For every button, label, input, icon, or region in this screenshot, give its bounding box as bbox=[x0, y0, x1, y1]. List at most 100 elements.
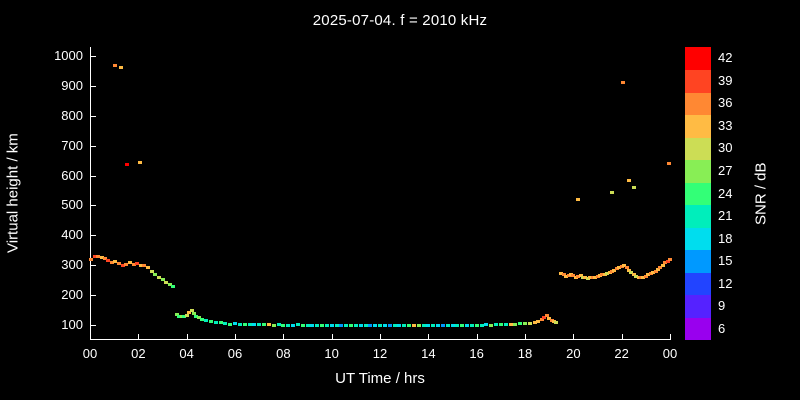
data-point bbox=[617, 266, 622, 270]
x-tick-label: 08 bbox=[276, 346, 291, 361]
data-point bbox=[607, 270, 612, 274]
data-point bbox=[639, 276, 643, 280]
data-point bbox=[568, 272, 573, 276]
data-point bbox=[527, 321, 532, 325]
colorbar-tick-label: 39 bbox=[718, 72, 733, 88]
data-point bbox=[636, 275, 641, 279]
data-point bbox=[135, 261, 140, 265]
data-point bbox=[146, 266, 150, 270]
data-point bbox=[402, 324, 407, 328]
data-point bbox=[237, 322, 242, 326]
data-point bbox=[626, 178, 631, 182]
data-point bbox=[89, 257, 94, 261]
data-point bbox=[324, 323, 329, 327]
data-point bbox=[223, 322, 228, 326]
data-point bbox=[194, 314, 199, 318]
data-point bbox=[189, 309, 194, 313]
data-point bbox=[498, 322, 503, 326]
data-point bbox=[576, 275, 581, 279]
data-point bbox=[397, 324, 402, 328]
data-point bbox=[160, 278, 165, 282]
data-point bbox=[655, 267, 660, 271]
data-point bbox=[329, 323, 334, 327]
x-tick-label: 04 bbox=[179, 346, 194, 361]
data-point bbox=[167, 283, 172, 287]
colorbar-tick-label: 33 bbox=[718, 117, 733, 133]
x-tick bbox=[90, 334, 91, 340]
data-point bbox=[624, 266, 629, 270]
data-point bbox=[626, 268, 631, 272]
data-point bbox=[455, 323, 460, 327]
data-point bbox=[281, 323, 286, 327]
x-tick bbox=[138, 334, 140, 340]
x-tick-label: 22 bbox=[614, 346, 629, 361]
data-point bbox=[622, 264, 627, 268]
data-point bbox=[660, 263, 665, 267]
data-point bbox=[368, 323, 373, 327]
data-point bbox=[554, 320, 559, 324]
data-point bbox=[138, 264, 143, 268]
y-tick-label: 400 bbox=[61, 227, 83, 243]
data-point bbox=[196, 316, 201, 320]
y-tick-label: 600 bbox=[61, 167, 83, 183]
data-point bbox=[233, 322, 237, 326]
data-point bbox=[542, 315, 547, 319]
data-point bbox=[320, 323, 324, 327]
data-point bbox=[124, 262, 129, 266]
data-point bbox=[208, 319, 213, 323]
data-point bbox=[204, 318, 208, 322]
data-point bbox=[513, 322, 518, 326]
y-tick-label: 300 bbox=[61, 257, 83, 273]
x-tick bbox=[428, 334, 430, 340]
x-tick bbox=[186, 334, 188, 340]
data-point bbox=[619, 264, 624, 268]
data-point bbox=[646, 273, 651, 277]
data-point bbox=[436, 324, 440, 328]
x-tick bbox=[283, 334, 285, 340]
x-tick-label: 14 bbox=[421, 346, 436, 361]
data-point bbox=[585, 276, 590, 280]
data-point bbox=[668, 257, 672, 261]
y-tick bbox=[90, 115, 96, 117]
y-tick-label: 900 bbox=[61, 77, 83, 93]
x-tick-label: 02 bbox=[131, 346, 146, 361]
data-point bbox=[125, 163, 130, 167]
colorbar-segment bbox=[685, 69, 711, 93]
colorbar-segment bbox=[685, 227, 711, 251]
y-tick-label: 500 bbox=[61, 197, 83, 213]
data-point bbox=[131, 263, 136, 267]
data-point bbox=[191, 312, 196, 316]
y-tick-label: 700 bbox=[61, 137, 83, 153]
data-point bbox=[532, 321, 537, 325]
x-tick-label: 12 bbox=[372, 346, 388, 361]
data-point bbox=[120, 263, 125, 267]
data-point bbox=[213, 320, 218, 324]
data-point bbox=[182, 315, 187, 319]
data-point bbox=[643, 274, 648, 278]
data-point bbox=[597, 273, 602, 277]
data-point bbox=[387, 324, 392, 328]
data-point bbox=[96, 254, 101, 258]
colorbar-segment bbox=[685, 47, 711, 71]
data-point bbox=[200, 317, 205, 321]
data-point bbox=[564, 274, 569, 278]
colorbar-segment bbox=[685, 272, 711, 296]
data-point bbox=[518, 322, 523, 326]
colorbar-segment bbox=[685, 137, 711, 161]
data-point bbox=[106, 259, 111, 263]
x-tick bbox=[235, 334, 236, 340]
colorbar-segment bbox=[685, 317, 711, 341]
data-point bbox=[187, 311, 192, 315]
data-point bbox=[469, 323, 474, 327]
data-point bbox=[508, 322, 513, 326]
data-point bbox=[620, 81, 625, 85]
data-point bbox=[523, 322, 527, 326]
data-point bbox=[266, 322, 271, 326]
data-point bbox=[100, 255, 105, 259]
data-point bbox=[595, 275, 600, 279]
data-point bbox=[252, 322, 257, 326]
data-point bbox=[300, 323, 305, 327]
data-point bbox=[175, 313, 179, 317]
data-point bbox=[218, 321, 223, 325]
data-point bbox=[539, 318, 544, 322]
